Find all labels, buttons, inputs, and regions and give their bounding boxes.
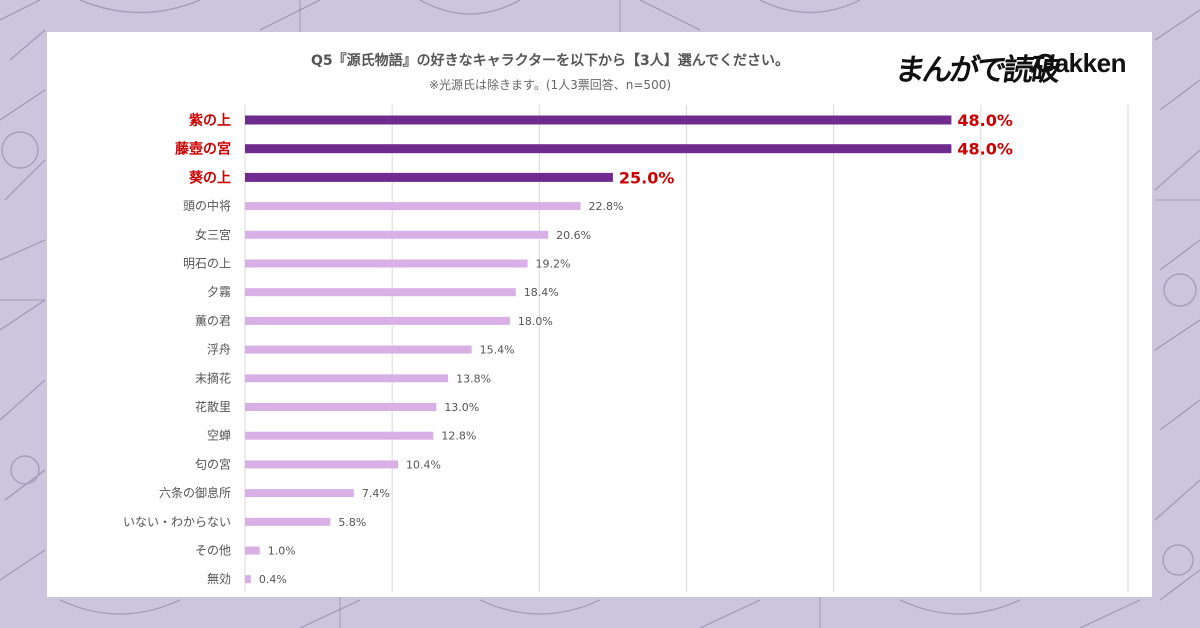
chart-subtitle: ※光源氏は除きます。(1人3票回答、n=500) bbox=[428, 78, 672, 92]
value-label: 48.0% bbox=[957, 111, 1013, 130]
bar bbox=[245, 230, 549, 239]
bar bbox=[245, 546, 260, 555]
value-label: 15.4% bbox=[480, 344, 515, 357]
value-label: 1.0% bbox=[268, 545, 296, 558]
bar bbox=[245, 115, 952, 125]
category-label: いない・わからない bbox=[123, 515, 231, 529]
bar bbox=[245, 431, 434, 440]
category-label: 葵の上 bbox=[188, 169, 231, 186]
category-label: 空蝉 bbox=[207, 429, 231, 443]
category-label: 夕霧 bbox=[207, 285, 231, 299]
value-label: 12.8% bbox=[441, 430, 476, 443]
category-label: 紫の上 bbox=[189, 112, 231, 129]
bar bbox=[245, 489, 354, 498]
value-label: 18.4% bbox=[524, 286, 559, 299]
category-label: 浮舟 bbox=[207, 343, 231, 357]
category-label: 明石の上 bbox=[183, 257, 231, 271]
bar bbox=[245, 202, 581, 211]
value-label: 25.0% bbox=[619, 168, 675, 187]
bar bbox=[245, 460, 399, 469]
value-label: 13.0% bbox=[444, 401, 479, 414]
value-label: 48.0% bbox=[957, 140, 1013, 159]
category-label: 花散里 bbox=[195, 399, 231, 414]
bar bbox=[245, 517, 331, 526]
bar bbox=[245, 374, 449, 383]
category-label: 匂の宮 bbox=[195, 456, 231, 471]
bar bbox=[245, 144, 952, 154]
bar bbox=[245, 345, 472, 354]
chart-title: Q5『源氏物語』の好きなキャラクターを以下から【3人】選んでください。 bbox=[310, 53, 790, 69]
bar bbox=[245, 288, 516, 297]
value-label: 22.8% bbox=[589, 200, 624, 213]
chart-panel bbox=[47, 32, 1152, 597]
value-label: 0.4% bbox=[259, 573, 287, 586]
value-label: 5.8% bbox=[338, 516, 366, 529]
value-label: 13.8% bbox=[456, 372, 491, 385]
bar bbox=[245, 403, 437, 411]
category-label: 末摘花 bbox=[195, 370, 231, 385]
bar bbox=[245, 575, 251, 584]
value-label: 18.0% bbox=[518, 315, 553, 328]
bar bbox=[245, 259, 528, 268]
category-label: 女三宮 bbox=[195, 227, 231, 242]
category-label: その他 bbox=[195, 544, 231, 558]
category-label: 無効 bbox=[207, 571, 231, 586]
value-label: 7.4% bbox=[362, 487, 390, 500]
gakken-logo: Gakken bbox=[1035, 48, 1126, 78]
value-label: 20.6% bbox=[556, 229, 591, 242]
category-label: 藤壺の宮 bbox=[175, 141, 231, 158]
bar bbox=[245, 172, 613, 182]
category-label: 薫の君 bbox=[195, 314, 231, 328]
category-label: 六条の御息所 bbox=[159, 485, 231, 500]
bar bbox=[245, 316, 510, 325]
value-label: 19.2% bbox=[536, 258, 571, 271]
value-label: 10.4% bbox=[406, 458, 441, 471]
category-label: 頭の中将 bbox=[183, 198, 231, 213]
